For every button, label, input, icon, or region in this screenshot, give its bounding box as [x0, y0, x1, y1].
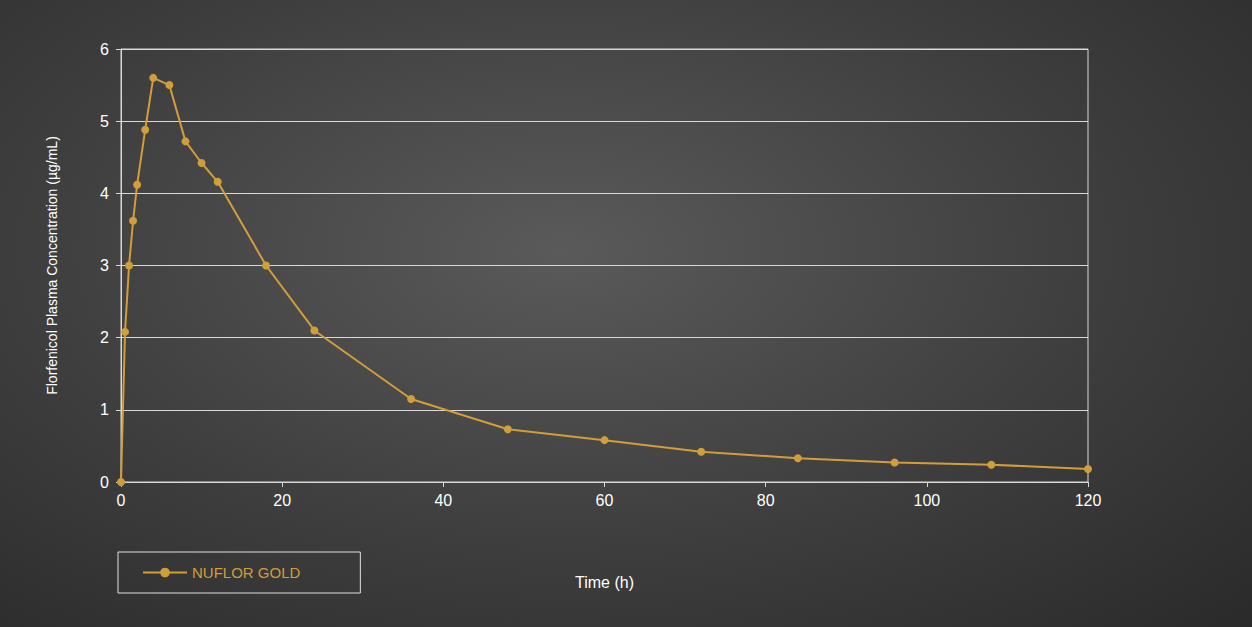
svg-text:6: 6 [100, 41, 109, 58]
svg-text:4: 4 [100, 185, 109, 202]
svg-text:20: 20 [273, 492, 291, 509]
svg-text:1: 1 [100, 401, 109, 418]
svg-text:40: 40 [434, 492, 452, 509]
svg-text:0: 0 [117, 492, 126, 509]
svg-text:Florfenicol Plasma Concentrati: Florfenicol Plasma Concentration (µg/mL) [44, 136, 60, 395]
svg-text:80: 80 [757, 492, 775, 509]
svg-text:100: 100 [913, 492, 940, 509]
svg-text:NUFLOR GOLD: NUFLOR GOLD [192, 564, 301, 581]
svg-text:3: 3 [100, 257, 109, 274]
svg-text:5: 5 [100, 113, 109, 130]
svg-text:2: 2 [100, 329, 109, 346]
svg-text:120: 120 [1075, 492, 1102, 509]
svg-text:60: 60 [596, 492, 614, 509]
svg-text:0: 0 [100, 474, 109, 491]
svg-text:Time (h): Time (h) [575, 574, 634, 591]
